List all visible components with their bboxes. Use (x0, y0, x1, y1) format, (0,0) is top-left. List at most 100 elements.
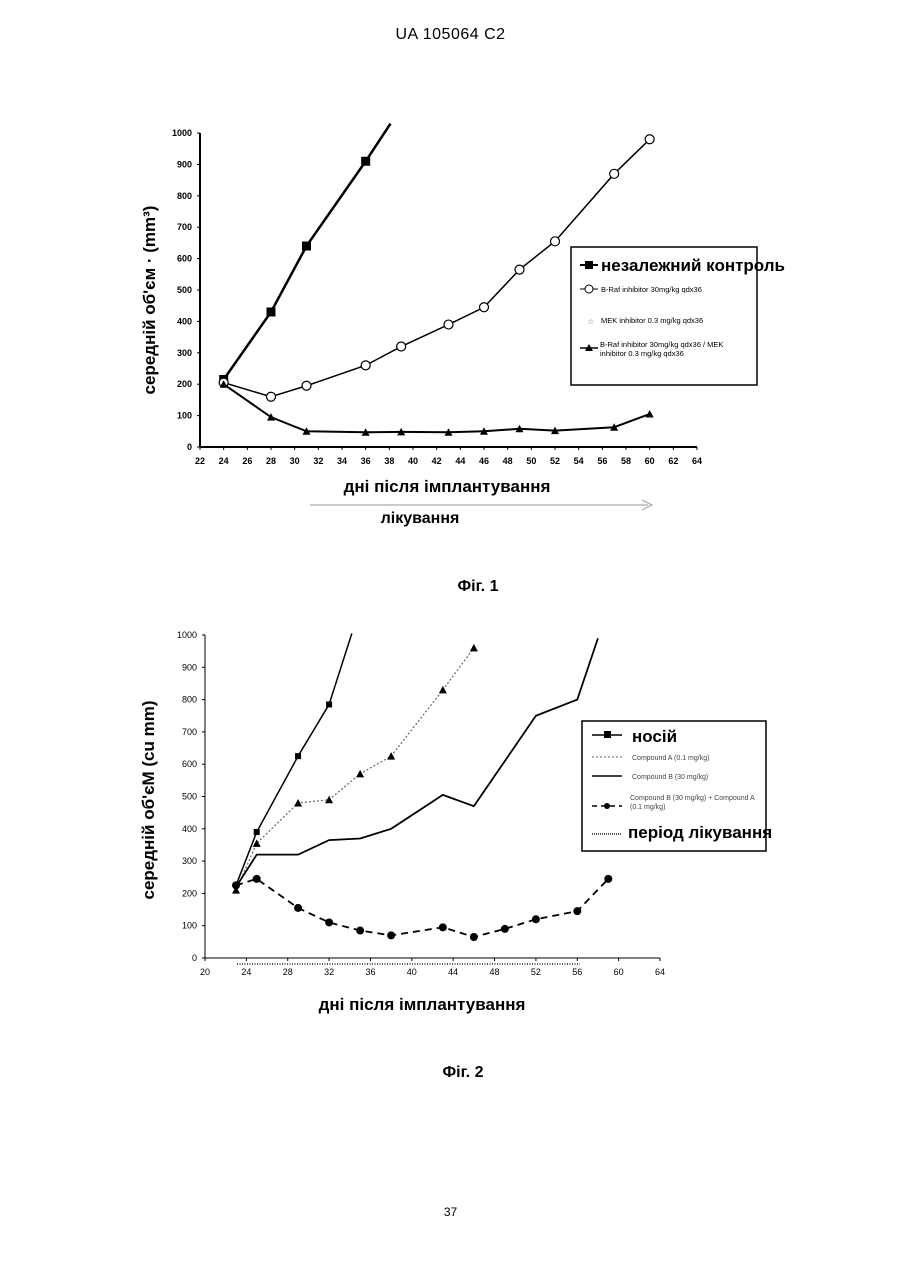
series-1-point (267, 392, 276, 401)
series-3-point (532, 915, 540, 923)
y-tick-label: 300 (177, 348, 192, 358)
legend-marker-circle (604, 803, 610, 809)
series-1-point (470, 644, 478, 652)
legend-label-mek: MEK inhibitor 0.3 mg/kg qdx36 (601, 316, 703, 325)
x-tick-label: 56 (597, 456, 607, 466)
y-tick-label: 700 (177, 222, 192, 232)
figure-2-legend: носій Compound A (0.1 mg/kg) Compound B … (582, 721, 772, 851)
x-tick-label: 24 (219, 456, 229, 466)
figure-1-caption: Фіг. 1 (378, 578, 578, 596)
series-1-point (610, 169, 619, 178)
series-3-point (325, 918, 333, 926)
y-tick-label: 100 (177, 411, 192, 421)
x-tick-label: 42 (432, 456, 442, 466)
series-1-point (294, 799, 302, 807)
legend-marker-square (604, 731, 611, 738)
series-line-2 (236, 638, 598, 887)
figure-1-y-axis-label: середній об'єм · (mm³) (140, 206, 159, 395)
x-tick-label: 48 (503, 456, 513, 466)
series-3-point (501, 925, 509, 933)
series-line-extension (329, 633, 352, 704)
legend-label-braf: B-Raf inhibitor 30mg/kg qdx36 (601, 285, 702, 294)
y-tick-label: 1000 (177, 630, 197, 640)
x-tick-label: 56 (572, 967, 582, 977)
legend-label-control: незалежний контроль (601, 256, 785, 275)
x-tick-label: 64 (655, 967, 665, 977)
x-tick-label: 58 (621, 456, 631, 466)
series-1-point (444, 320, 453, 329)
y-tick-label: 600 (182, 759, 197, 769)
x-tick-label: 64 (692, 456, 702, 466)
series-3-point (604, 875, 612, 883)
legend-label-treatment-period: період лікування (628, 823, 772, 842)
series-1-point (361, 361, 370, 370)
series-0-point (254, 829, 260, 835)
y-tick-label: 300 (182, 856, 197, 866)
legend-label-compound-a: Compound A (0.1 mg/kg) (632, 755, 709, 762)
figure-1-x-axis-label: дні після імплантування (344, 477, 551, 496)
x-tick-label: 62 (668, 456, 678, 466)
x-tick-label: 26 (242, 456, 252, 466)
x-tick-label: 32 (324, 967, 334, 977)
legend-marker-star: ☆ (587, 317, 594, 326)
figure-2-caption: Фіг. 2 (363, 1064, 563, 1082)
legend-label-combination: Compound B (30 mg/kg) + Compound A (0.1 … (630, 794, 762, 812)
y-tick-label: 800 (182, 695, 197, 705)
x-tick-label: 50 (526, 456, 536, 466)
y-tick-label: 800 (177, 191, 192, 201)
x-tick-label: 52 (550, 456, 560, 466)
series-3-point (253, 875, 261, 883)
legend-marker-circle (585, 285, 593, 293)
series-1-point (515, 265, 524, 274)
legend-label-combo: B-Raf inhibitor 30mg/kg qdx36 / MEK inhi… (600, 340, 750, 358)
figure-2-y-axis-label: середній об'єМ (cu mm) (139, 700, 158, 899)
series-3-point (232, 881, 240, 889)
x-tick-label: 38 (384, 456, 394, 466)
y-tick-label: 500 (182, 792, 197, 802)
series-0-point (295, 753, 301, 759)
series-3-point (573, 907, 581, 915)
series-1-point (302, 381, 311, 390)
series-line-0 (224, 161, 366, 379)
x-tick-label: 40 (407, 967, 417, 977)
y-tick-label: 200 (182, 888, 197, 898)
series-1-point (356, 770, 364, 778)
series-1-point (480, 303, 489, 312)
series-3-point (356, 927, 364, 935)
x-tick-label: 28 (266, 456, 276, 466)
figure-1-legend: незалежний контроль B-Raf inhibitor 30mg… (571, 247, 785, 385)
y-tick-label: 400 (177, 316, 192, 326)
y-tick-label: 600 (177, 254, 192, 264)
series-3-point (387, 931, 395, 939)
x-tick-label: 60 (645, 456, 655, 466)
x-tick-label: 36 (365, 967, 375, 977)
y-tick-label: 1000 (172, 128, 192, 138)
series-1-point (551, 237, 560, 246)
series-3-point (439, 923, 447, 931)
figure-2-x-ticks: 202428323640444852566064 (200, 958, 665, 977)
series-0-point (302, 242, 311, 251)
page-number: 37 (0, 1205, 901, 1219)
y-tick-label: 200 (177, 379, 192, 389)
figure-1-y-ticks: 0 100 200 300 400 500 600 700 800 900 1000 (172, 128, 200, 452)
x-tick-label: 60 (614, 967, 624, 977)
series-line-extension (366, 124, 391, 162)
x-tick-label: 44 (448, 967, 458, 977)
x-tick-label: 40 (408, 456, 418, 466)
x-tick-label: 54 (574, 456, 584, 466)
series-line-3 (236, 879, 608, 937)
treatment-label: лікування (381, 510, 460, 527)
y-tick-label: 900 (182, 662, 197, 672)
x-tick-label: 20 (200, 967, 210, 977)
figure-1-x-ticks: 2224262830323436384042444648505254565860… (195, 447, 702, 466)
x-tick-label: 22 (195, 456, 205, 466)
x-tick-label: 24 (241, 967, 251, 977)
y-tick-label: 500 (177, 285, 192, 295)
y-tick-label: 900 (177, 159, 192, 169)
y-tick-label: 0 (187, 442, 192, 452)
x-tick-label: 48 (490, 967, 500, 977)
series-1-point (397, 342, 406, 351)
series-3-point (294, 904, 302, 912)
x-tick-label: 44 (455, 456, 465, 466)
figure-1-chart: 0 100 200 300 400 500 600 700 800 900 1000 22 24 26 2… (0, 0, 901, 620)
